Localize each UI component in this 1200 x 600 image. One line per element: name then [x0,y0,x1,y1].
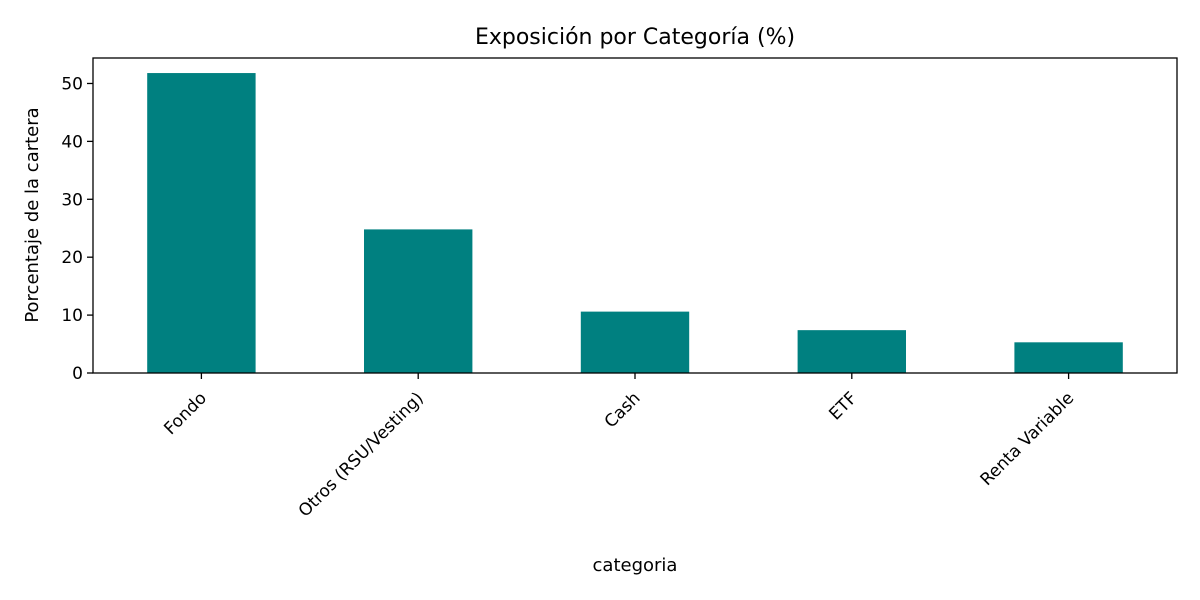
plot-frame [92,57,1178,374]
bar-3 [797,330,906,373]
x-tick-label-1: Otros (RSU/Vesting) [295,388,428,521]
y-axis-label: Porcentaje de la cartera [22,107,43,322]
chart-title: Exposición por Categoría (%) [475,25,795,50]
bars-group [147,73,1123,373]
y-tick-label-2: 20 [61,248,83,268]
bar-1 [364,229,473,373]
x-axis-label: categoria [593,555,678,576]
x-tick-label-4: Renta Variable [977,388,1079,490]
y-ticks-group: 0 10 20 30 40 50 [61,74,93,384]
x-tick-label-3: ETF [825,388,861,424]
bar-2 [580,311,690,373]
x-ticks-group: Fondo Otros (RSU/Vesting) Cash ETF Renta Var… [160,373,1078,521]
x-tick-label-2: Cash [601,388,645,432]
y-tick-label-1: 10 [61,306,83,326]
bar-0 [147,73,256,373]
bar-4 [1014,342,1123,373]
y-tick-label-3: 30 [61,190,83,210]
y-tick-label-5: 50 [61,74,83,94]
y-tick-label-0: 0 [72,364,83,384]
x-tick-label-0: Fondo [160,388,211,439]
y-tick-label-4: 40 [61,132,83,152]
